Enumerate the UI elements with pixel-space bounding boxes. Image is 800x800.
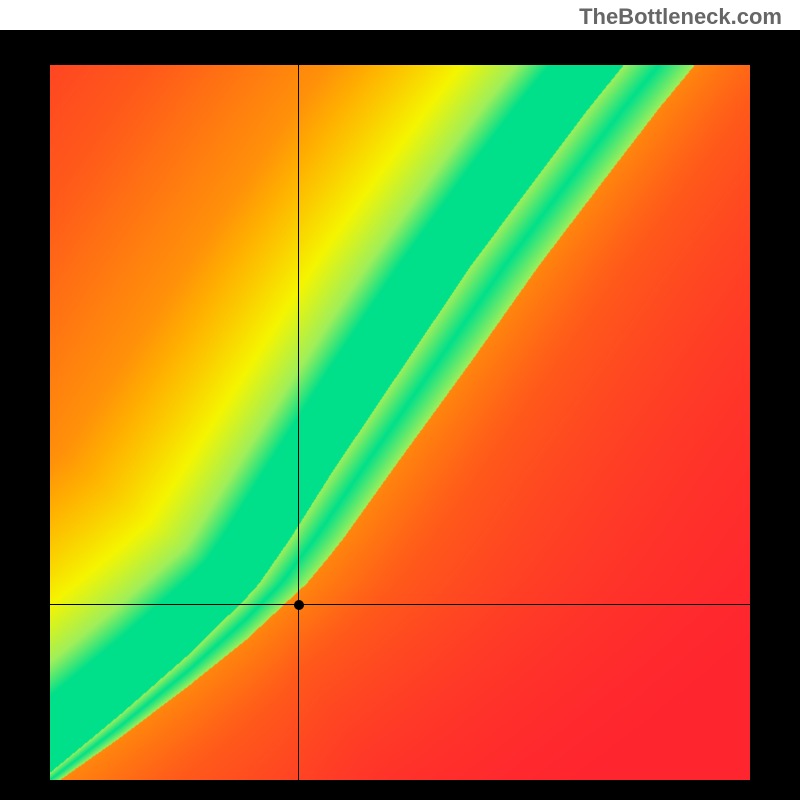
plot-area (50, 65, 750, 780)
crosshair-marker-dot (294, 600, 304, 610)
watermark-text: TheBottleneck.com (579, 4, 782, 30)
heatmap-canvas (50, 65, 750, 780)
crosshair-vertical (298, 65, 299, 780)
crosshair-horizontal (50, 604, 750, 605)
chart-container: TheBottleneck.com (0, 0, 800, 800)
